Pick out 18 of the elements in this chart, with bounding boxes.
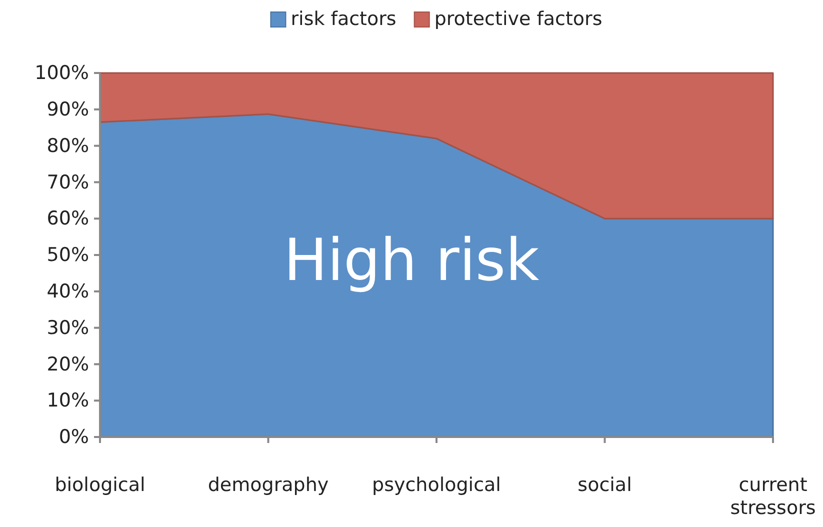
y-tick-label: 40% <box>46 280 89 302</box>
y-tick-label: 30% <box>46 316 89 339</box>
y-tick-label: 0% <box>58 426 89 448</box>
legend-label: risk factors <box>290 8 396 30</box>
y-tick-label: 10% <box>46 390 89 412</box>
legend-label: protective factors <box>434 8 602 30</box>
y-tick-label: 50% <box>46 244 89 266</box>
y-tick-label: 60% <box>46 208 89 230</box>
y-tick-label: 80% <box>46 134 89 157</box>
x-tick-label: biological <box>54 474 146 496</box>
y-tick-label: 100% <box>34 62 89 84</box>
y-tick-label: 20% <box>46 353 89 376</box>
x-tick-label: psychological <box>372 474 501 496</box>
x-tick-label: demography <box>208 474 329 496</box>
y-tick-label: 90% <box>46 98 89 120</box>
y-tick-label: 70% <box>46 171 89 194</box>
x-tick-label: social <box>578 474 632 496</box>
x-tick-label: current stressors <box>730 474 816 519</box>
